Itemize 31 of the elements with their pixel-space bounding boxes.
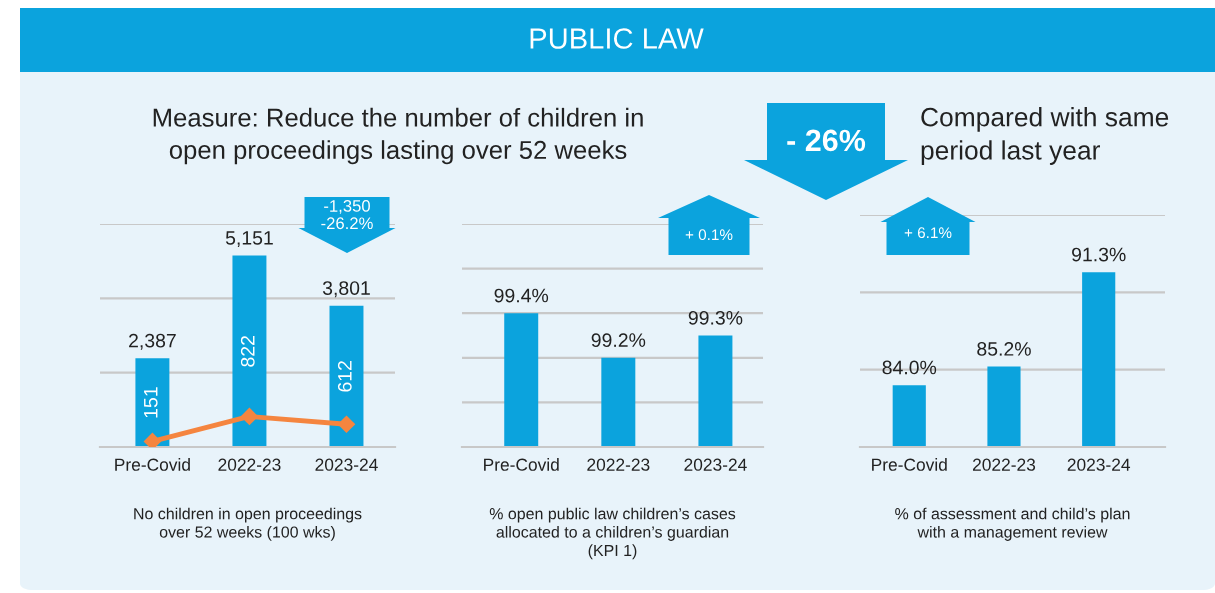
- x-tick-label: Pre-Covid: [115, 458, 190, 471]
- x-tick-label: 2022-23: [973, 458, 1036, 471]
- x-tick-label: 2023-24: [684, 458, 747, 471]
- x-tick-label: 2022-23: [587, 458, 650, 471]
- data-label: 99.2%: [591, 333, 646, 348]
- text: PUBLIC LAW: [530, 28, 704, 49]
- data-label: 84.0%: [882, 360, 937, 375]
- chart-subtitle: Measure: Reduce the number of children in open proceedings lasting over 52 weeks: [153, 107, 643, 165]
- x-axis-title: % open public law children’s cases allocated to a children’s guardian (KPI 1): [489, 507, 736, 560]
- x-axis-title: No children in open proceedings over 52 weeks (100 wks): [134, 507, 362, 541]
- annotation: + 0.1%: [685, 229, 733, 241]
- data-label: 822: [240, 336, 255, 367]
- x-tick-label: Pre-Covid: [872, 458, 947, 471]
- text: Compared with same period last year: [921, 107, 1169, 165]
- data-label: 5,151: [225, 231, 273, 248]
- annotation: -1,350 -26.2%: [321, 200, 373, 230]
- text: - 26%: [787, 129, 866, 152]
- data-label: 3,801: [322, 281, 370, 298]
- data-label: 612: [337, 361, 352, 392]
- x-tick-label: 2023-24: [1067, 458, 1131, 471]
- annotation: + 6.1%: [904, 227, 952, 239]
- data-label: 151: [144, 387, 158, 418]
- x-tick-label: Pre-Covid: [484, 458, 559, 471]
- x-tick-label: 2022-23: [218, 458, 281, 471]
- data-label: 99.3%: [688, 310, 743, 325]
- data-label: 85.2%: [977, 342, 1031, 356]
- data-label: 91.3%: [1072, 247, 1126, 262]
- data-label: 2,387: [129, 333, 176, 350]
- data-label: 99.4%: [494, 288, 549, 303]
- x-tick-label: 2023-24: [315, 458, 378, 471]
- x-axis-title: % of assessment and child’s plan with a management review: [895, 507, 1130, 541]
